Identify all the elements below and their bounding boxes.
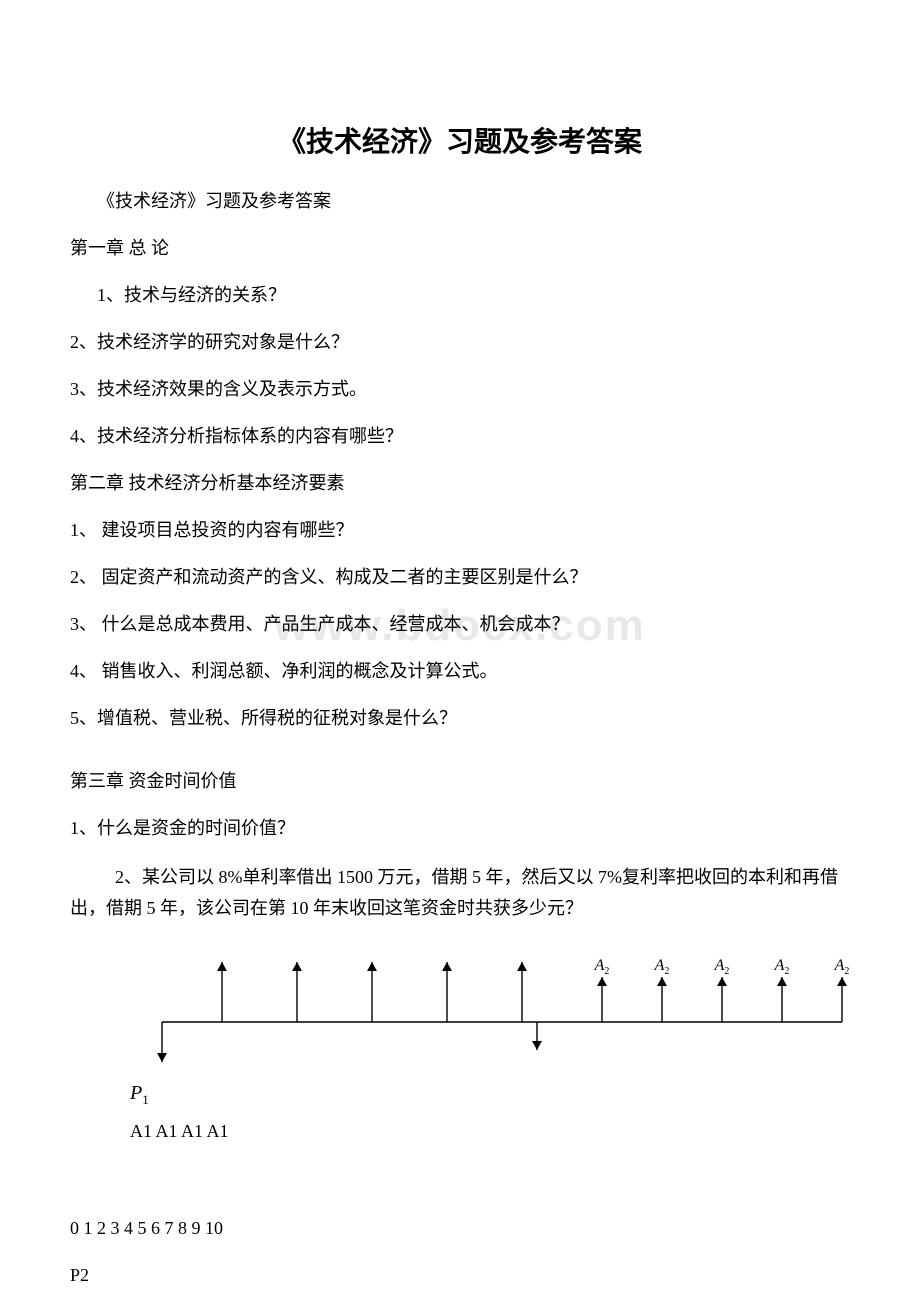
ch3-q2: 2、某公司以 8%单利率借出 1500 万元，借期 5 年，然后又以 7%复利率… bbox=[70, 862, 850, 923]
ch1-q4: 4、技术经济分析指标体系的内容有哪些？ bbox=[70, 423, 850, 450]
ch2-q5: 5、增值税、营业税、所得税的征税对象是什么？ bbox=[70, 705, 850, 732]
ch2-q3: 3、 什么是总成本费用、产品生产成本、经营成本、机会成本？ bbox=[70, 611, 850, 638]
chapter1-heading: 第一章 总 论 bbox=[70, 235, 850, 262]
svg-text:A2: A2 bbox=[834, 957, 850, 977]
p2-label: P2 bbox=[70, 1262, 850, 1289]
chapter3-heading: 第三章 资金时间价值 bbox=[70, 768, 850, 795]
cashflow-svg: A2 A2 A2 A2 A2 bbox=[130, 937, 854, 1067]
a1-line: A1 A1 A1 A1 bbox=[130, 1118, 850, 1145]
ch2-q2: 2、 固定资产和流动资产的含义、构成及二者的主要区别是什么？ bbox=[70, 564, 850, 591]
ch2-q1: 1、 建设项目总投资的内容有哪些？ bbox=[70, 517, 850, 544]
subtitle: 《技术经济》习题及参考答案 bbox=[70, 188, 850, 215]
page-title: 《技术经济》习题及参考答案 bbox=[70, 120, 850, 160]
svg-text:A2: A2 bbox=[654, 957, 670, 977]
svg-text:A2: A2 bbox=[774, 957, 790, 977]
axis-numbers: 0 1 2 3 4 5 6 7 8 9 10 bbox=[70, 1215, 850, 1242]
ch1-q1: 1、技术与经济的关系？ bbox=[70, 282, 850, 309]
cashflow-diagram: A2 A2 A2 A2 A2 bbox=[130, 937, 850, 1072]
p1-label: P1 bbox=[130, 1082, 850, 1108]
chapter2-heading: 第二章 技术经济分析基本经济要素 bbox=[70, 470, 850, 497]
ch1-q3: 3、技术经济效果的含义及表示方式。 bbox=[70, 376, 850, 403]
ch1-q2: 2、技术经济学的研究对象是什么？ bbox=[70, 329, 850, 356]
ch3-q1: 1、什么是资金的时间价值？ bbox=[70, 815, 850, 842]
svg-text:A2: A2 bbox=[594, 957, 610, 977]
ch2-q4: 4、 销售收入、利润总额、净利润的概念及计算公式。 bbox=[70, 658, 850, 685]
svg-text:A2: A2 bbox=[714, 957, 730, 977]
